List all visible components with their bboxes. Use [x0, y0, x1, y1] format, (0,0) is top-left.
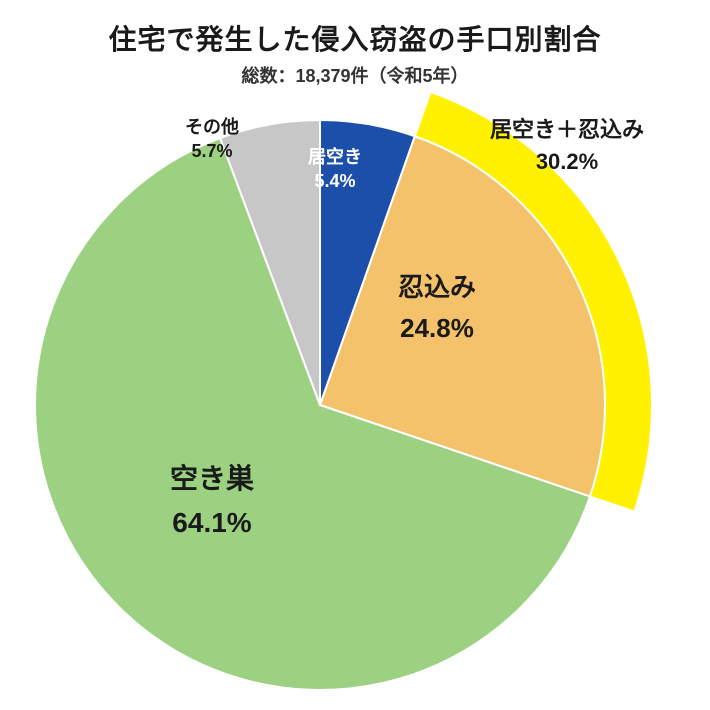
label-akisu: 空き巣 64.1% [170, 460, 254, 542]
label-akisu-pct: 64.1% [170, 504, 254, 542]
label-iaki-pct: 5.4% [308, 169, 362, 193]
label-akisu-name: 空き巣 [170, 460, 254, 498]
label-ring: 居空き＋忍込み 30.2% [490, 115, 644, 176]
label-iaki-name: 居空き [308, 145, 362, 169]
label-ring-pct: 30.2% [490, 147, 644, 177]
label-shinobi-name: 忍込み [398, 270, 476, 305]
label-shinobi: 忍込み 24.8% [398, 270, 476, 346]
label-sonota-pct: 5.7% [185, 139, 239, 163]
chart-stage: 住宅で発生した侵入窃盗の手口別割合 総数：18,379件（令和5年） 居空き 5… [0, 0, 710, 710]
pie-chart-svg [0, 0, 710, 710]
label-sonota: その他 5.7% [185, 115, 239, 164]
label-sonota-name: その他 [185, 115, 239, 139]
label-iaki: 居空き 5.4% [308, 145, 362, 194]
label-ring-name: 居空き＋忍込み [490, 115, 644, 145]
label-shinobi-pct: 24.8% [398, 311, 476, 346]
pie-slices-group [35, 120, 605, 690]
